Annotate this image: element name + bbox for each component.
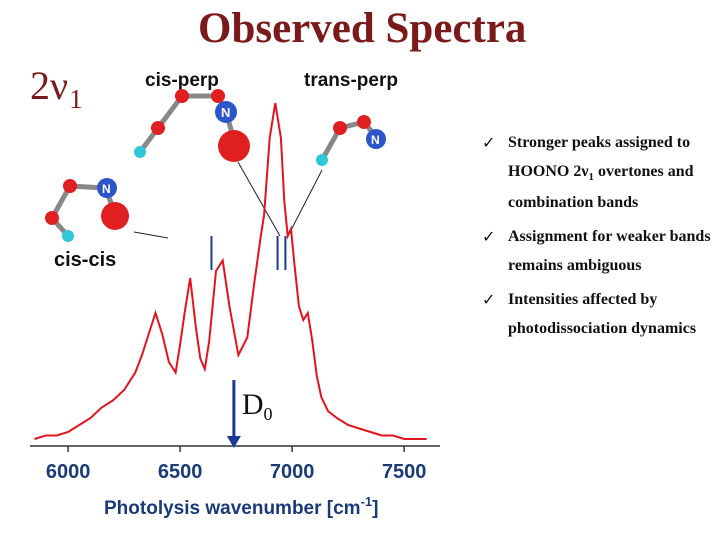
bullet-item-3: ✓ Intensities affected by photodissociat… [482,285,717,343]
cis-cis-label: cis-cis [54,249,116,271]
x-tick-label: 6500 [158,461,203,483]
cis-cis-molecule: cis-cis N [45,178,129,271]
x-axis-label-superscript: -1 [361,494,373,509]
x-tick-label: 7000 [270,461,315,483]
bullet-2-text: Assignment for weaker bands remains ambi… [508,228,711,274]
series-line-1 [34,102,427,440]
x-axis-label-end: ] [372,498,378,519]
d0-arrow-head [226,436,241,448]
bullet-3-text: Intensities affected by photodissociatio… [508,291,697,337]
bullet-1-text-a: Stronger peaks assigned to HOONO 2ν [508,134,691,180]
bullet-item-2: ✓ Assignment for weaker bands remains am… [482,222,717,280]
cis-perp-connector [237,161,281,237]
cis-cis-connector [133,231,169,239]
check-icon: ✓ [482,227,496,246]
bullet-1-text-b: overtones and combination bands [508,163,694,211]
x-axis-label: Photolysis wavenumber [cm-1] [104,494,378,519]
x-tick-label: 7500 [382,461,427,483]
trans-perp-connector [287,169,323,237]
mode-label: 2ν1 [30,62,83,114]
bullet-1-subscript: 1 [588,171,594,183]
d0-label: D0 [242,388,273,424]
trans-perp-n-atom: N [371,133,380,147]
mode-label-sub: 1 [69,84,83,114]
cis-perp-n-atom: N [221,105,230,120]
page-title: Observed Spectra [198,5,527,52]
x-tick-label: 6000 [46,461,91,483]
check-icon: ✓ [482,133,496,152]
bullet-item-1: ✓ Stronger peaks assigned to HOONO 2ν1 o… [482,128,717,217]
check-icon: ✓ [482,290,496,309]
cis-perp-molecule: cis-perp N [134,70,250,162]
cis-perp-label: cis-perp [145,70,219,91]
trans-perp-molecule: trans-perp N [304,70,398,166]
bullet-list: ✓ Stronger peaks assigned to HOONO 2ν1 o… [482,128,717,348]
d0-label-subscript: 0 [264,404,273,424]
annotation-marks: D0 [210,236,287,448]
mode-label-main: 2ν [30,63,69,108]
cis-cis-n-atom: N [102,182,111,196]
trans-perp-label: trans-perp [304,70,398,91]
plot-area [34,102,427,440]
